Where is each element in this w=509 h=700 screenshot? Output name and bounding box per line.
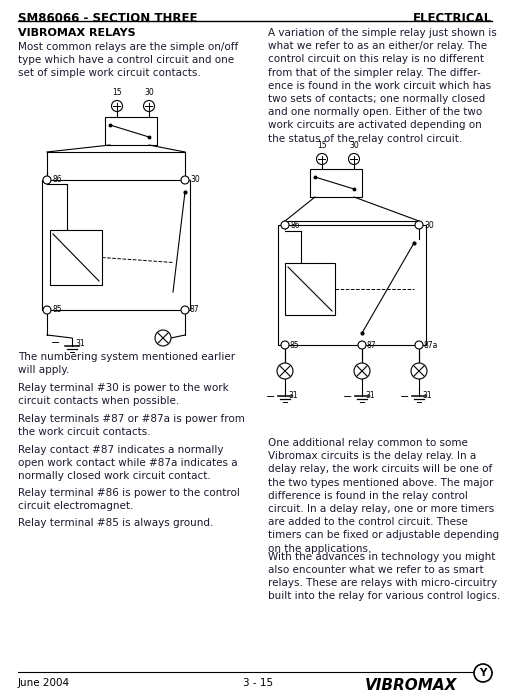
Circle shape <box>357 341 365 349</box>
Bar <box>42 180 190 310</box>
Circle shape <box>181 306 189 314</box>
Bar <box>277 225 425 345</box>
Text: SM86066 - SECTION THREE: SM86066 - SECTION THREE <box>18 12 197 25</box>
Text: −: − <box>51 338 61 348</box>
Text: 30: 30 <box>423 220 433 230</box>
Bar <box>309 169 361 197</box>
Circle shape <box>43 176 51 184</box>
Circle shape <box>473 664 491 682</box>
Text: Most common relays are the simple on/off
type which have a control circuit and o: Most common relays are the simple on/off… <box>18 42 238 78</box>
Text: 85: 85 <box>290 340 299 349</box>
Text: 85: 85 <box>53 305 63 314</box>
Text: ELECTRICAL: ELECTRICAL <box>412 12 491 25</box>
Circle shape <box>316 153 327 164</box>
Text: Relay terminal #30 is power to the work
circuit contacts when possible.: Relay terminal #30 is power to the work … <box>18 383 229 406</box>
Text: 31: 31 <box>288 391 297 400</box>
Text: −: − <box>400 392 409 402</box>
Text: With the advances in technology you might
also encounter what we refer to as sma: With the advances in technology you migh… <box>267 552 499 601</box>
Text: Relay terminals #87 or #87a is power from
the work circuit contacts.: Relay terminals #87 or #87a is power fro… <box>18 414 244 438</box>
Bar <box>105 117 157 145</box>
Circle shape <box>410 363 426 379</box>
Text: June 2004: June 2004 <box>18 678 70 688</box>
Text: Relay terminal #86 is power to the control
circuit electromagnet.: Relay terminal #86 is power to the contr… <box>18 487 239 511</box>
Text: 31: 31 <box>364 391 374 400</box>
Text: VIBROMAX: VIBROMAX <box>364 678 457 693</box>
Circle shape <box>111 101 122 111</box>
Text: 87: 87 <box>366 340 376 349</box>
Text: 31: 31 <box>421 391 431 400</box>
Text: The numbering system mentioned earlier
will apply.: The numbering system mentioned earlier w… <box>18 352 235 375</box>
Circle shape <box>353 363 369 379</box>
Text: Relay contact #87 indicates a normally
open work contact while #87a indicates a
: Relay contact #87 indicates a normally o… <box>18 445 237 482</box>
Text: −: − <box>343 392 352 402</box>
Text: 86: 86 <box>291 220 300 230</box>
Text: −: − <box>266 392 275 402</box>
Circle shape <box>43 306 51 314</box>
Text: 15: 15 <box>317 141 326 150</box>
Text: 31: 31 <box>75 339 84 347</box>
Text: One additional relay common to some
Vibromax circuits is the delay relay. In a
d: One additional relay common to some Vibr… <box>267 438 498 554</box>
Text: 30: 30 <box>349 141 358 150</box>
Text: 87a: 87a <box>423 340 438 349</box>
Text: 15: 15 <box>112 88 122 97</box>
Circle shape <box>143 101 154 111</box>
Circle shape <box>414 341 422 349</box>
Circle shape <box>276 363 293 379</box>
Text: Relay terminal #85 is always ground.: Relay terminal #85 is always ground. <box>18 519 213 528</box>
Text: 87: 87 <box>190 305 199 314</box>
Text: 86: 86 <box>53 176 63 185</box>
Text: VIBROMAX RELAYS: VIBROMAX RELAYS <box>18 28 135 38</box>
Circle shape <box>414 221 422 229</box>
Text: 30: 30 <box>190 176 200 185</box>
Circle shape <box>155 330 171 346</box>
Bar <box>285 263 334 315</box>
Circle shape <box>280 341 289 349</box>
Text: 3 - 15: 3 - 15 <box>242 678 272 688</box>
Circle shape <box>181 176 189 184</box>
Circle shape <box>280 221 289 229</box>
Circle shape <box>348 153 359 164</box>
Bar <box>50 230 102 285</box>
Text: A variation of the simple relay just shown is
what we refer to as an either/or r: A variation of the simple relay just sho… <box>267 28 496 144</box>
Text: 30: 30 <box>144 88 154 97</box>
Text: Y: Y <box>478 668 486 678</box>
